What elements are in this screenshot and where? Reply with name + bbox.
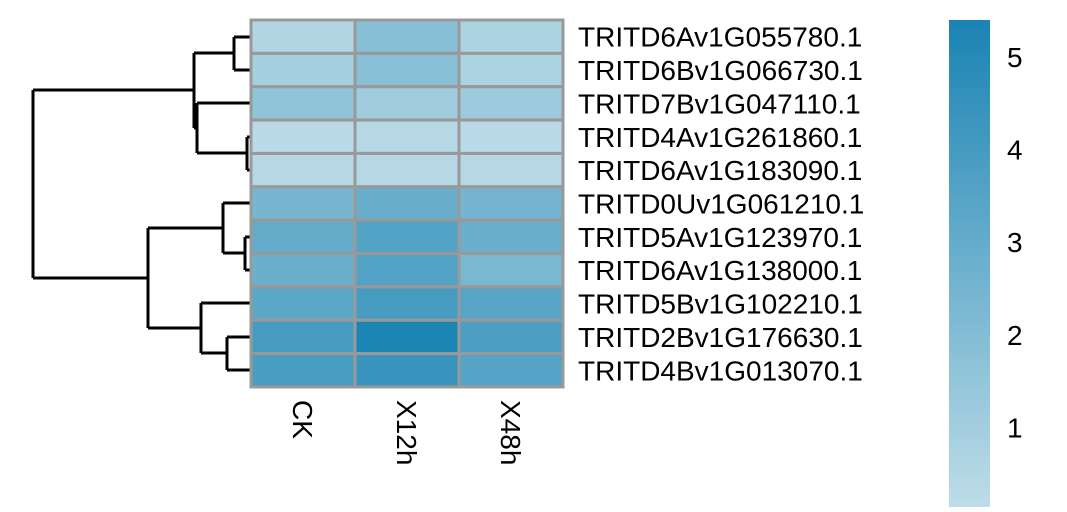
- colorbar-tick-label: 5: [1007, 42, 1023, 73]
- row-label: TRITD4Bv1G013070.1: [578, 355, 863, 386]
- colorbar-tick-label: 4: [1007, 135, 1023, 166]
- row-labels: TRITD6Av1G055780.1TRITD6Bv1G066730.1TRIT…: [578, 22, 864, 387]
- heatmap-cell: [249, 218, 357, 256]
- heatmap-cell: [457, 151, 565, 189]
- heatmap-cell: [249, 85, 357, 122]
- heatmap-cell: [353, 252, 461, 289]
- colorbar-gradient: [949, 20, 990, 512]
- row-label: TRITD4Av1G261860.1: [578, 122, 862, 153]
- colorbar-tick-label: 3: [1007, 227, 1023, 258]
- heatmap-cell: [249, 285, 357, 322]
- row-label: TRITD5Av1G123970.1: [578, 222, 862, 253]
- heatmap-cell: [457, 352, 565, 389]
- heatmap-cell: [353, 18, 461, 55]
- heatmap-cell: [457, 218, 565, 256]
- heatmap-cell: [457, 318, 565, 356]
- heatmap-cell: [249, 151, 357, 189]
- heatmap-cell: [353, 185, 461, 222]
- colorbar: 012345: [949, 20, 1023, 512]
- heatmap-cells: [249, 18, 565, 389]
- heatmap-cell: [353, 51, 461, 89]
- heatmap-cell: [457, 185, 565, 222]
- row-label: TRITD6Av1G183090.1: [578, 155, 862, 186]
- heatmap-cell: [249, 185, 357, 222]
- heatmap-cell: [353, 151, 461, 189]
- heatmap-cell: [353, 118, 461, 155]
- heatmap-cell: [457, 285, 565, 322]
- heatmap-cell: [353, 352, 461, 389]
- row-label: TRITD6Av1G055780.1: [578, 22, 862, 53]
- heatmap-cell: [457, 51, 565, 89]
- heatmap-cell: [353, 218, 461, 256]
- heatmap-cell: [353, 285, 461, 322]
- heatmap-cell: [457, 118, 565, 155]
- row-label: TRITD6Av1G138000.1: [578, 255, 862, 286]
- heatmap-cell: [457, 85, 565, 122]
- heatmap-cell: [353, 85, 461, 122]
- colorbar-tick-label: 2: [1007, 320, 1023, 351]
- column-labels: CK X12h X48h: [287, 400, 526, 465]
- heatmap-cell: [249, 18, 357, 55]
- row-label: TRITD0Uv1G061210.1: [578, 188, 864, 219]
- row-label: TRITD5Bv1G102210.1: [578, 289, 863, 320]
- heatmap-cell: [457, 252, 565, 289]
- row-label: TRITD2Bv1G176630.1: [578, 322, 863, 353]
- column-label: X12h: [391, 400, 422, 465]
- heatmap-cell: [249, 318, 357, 356]
- row-label: TRITD7Bv1G047110.1: [578, 88, 861, 119]
- heatmap-cell: [249, 51, 357, 89]
- heatmap-cell: [249, 118, 357, 155]
- colorbar-tick-label: 1: [1007, 412, 1023, 443]
- row-dendrogram: [31, 35, 250, 372]
- heatmap-cell: [249, 252, 357, 289]
- column-label: CK: [287, 400, 318, 439]
- heatmap-cell: [249, 352, 357, 389]
- heatmap-cell: [457, 18, 565, 55]
- heatmap-cell: [353, 318, 461, 356]
- row-label: TRITD6Bv1G066730.1: [578, 55, 863, 86]
- column-label: X48h: [495, 400, 526, 465]
